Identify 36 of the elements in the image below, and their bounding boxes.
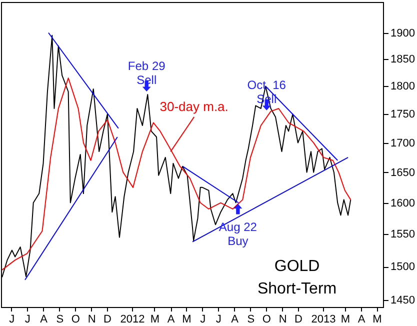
x-tick-label: 2012 xyxy=(120,314,145,326)
x-tick-label: J xyxy=(216,314,222,326)
x-tick-label: J xyxy=(200,314,206,326)
x-tick-label: S xyxy=(56,314,64,326)
y-tick-label: 1550 xyxy=(390,228,415,241)
y-tick-label: 1800 xyxy=(390,80,415,93)
x-tick-label: A xyxy=(40,314,48,326)
x-tick-label: M xyxy=(150,314,160,326)
x-tick-label: D xyxy=(103,314,112,326)
x-tick-label: N xyxy=(278,314,287,326)
x-tick-label: O xyxy=(71,314,80,326)
x-tick-label: D xyxy=(294,314,302,326)
x-tick-label: J xyxy=(24,314,30,326)
y-tick-label: 1600 xyxy=(390,197,415,210)
y-tick-label: 1750 xyxy=(390,108,415,121)
x-tick-label: M xyxy=(340,314,350,326)
y-tick-label: 1500 xyxy=(390,261,415,274)
y-tick-label: 1850 xyxy=(390,54,415,66)
x-tick-label: A xyxy=(167,314,176,326)
annotation: Aug 22 Buy xyxy=(218,220,258,248)
y-tick-label: 1700 xyxy=(390,137,415,150)
x-tick-label: A xyxy=(231,314,240,326)
x-tick-label: O xyxy=(262,314,272,326)
x-tick-label: J xyxy=(9,314,15,326)
x-tick-label: M xyxy=(372,314,382,326)
x-tick-label: 2013 xyxy=(311,314,336,326)
y-tick-label: 1650 xyxy=(390,166,415,179)
x-tick-label: N xyxy=(88,314,96,326)
annotation: Short-Term xyxy=(257,280,337,298)
x-tick-label: A xyxy=(358,314,366,326)
y-tick-label: 1450 xyxy=(390,294,415,307)
x-tick-label: S xyxy=(247,314,255,326)
x-tick-label: M xyxy=(182,314,192,326)
annotation: GOLD xyxy=(274,258,320,275)
annotation: 30-day m.a. xyxy=(160,98,228,114)
y-tick-label: 1900 xyxy=(390,27,415,40)
